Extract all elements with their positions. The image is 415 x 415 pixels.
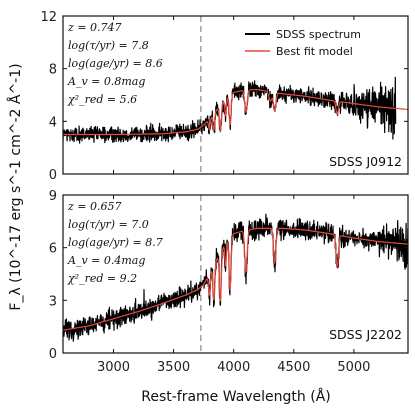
x-axis-title: Rest-frame Wavelength (Å) <box>141 388 331 405</box>
panel-top: 0 4 8 12 z = 0.747 log(τ/yr) = 7.8 log(age/… <box>40 10 409 183</box>
y-axis-title: F_λ (10^-17 erg s^-1 cm^-2 Å^-1) <box>7 63 24 310</box>
panel-bottom-y-tick-label: 9 <box>49 189 57 204</box>
panel-top-ann-0: z = 0.747 <box>67 21 122 34</box>
panel-top-ann-1: log(τ/yr) = 7.8 <box>68 39 149 52</box>
panel-bottom-ann-3: A_v = 0.4mag <box>67 254 145 267</box>
panel-top-frame <box>62 15 409 175</box>
panel-top-ticks <box>112 16 355 174</box>
panel-bottom: 0 3 6 9 3000 3500 4000 4500 5000 z = 0.657 log(… <box>49 189 409 375</box>
panel-bottom-frame <box>62 194 409 354</box>
panel-top-object-label: SDSS J0912 <box>329 154 402 169</box>
panel-top-ann-4: χ²_red = 5.6 <box>67 93 137 106</box>
x-tick-label: 5000 <box>337 360 370 375</box>
panel-top-model-spectrum <box>63 89 408 136</box>
panel-bottom-y-tick-label: 6 <box>49 242 57 257</box>
panel-bottom-annotations: z = 0.657 log(τ/yr) = 7.0 log(age/yr) = … <box>67 200 163 285</box>
panel-top-y-ticks: 0 4 8 12 <box>40 10 408 183</box>
panel-bottom-ann-1: log(τ/yr) = 7.0 <box>68 218 149 231</box>
legend: SDSS spectrum Best fit model <box>245 28 361 58</box>
panel-bottom-ann-0: z = 0.657 <box>67 200 122 213</box>
panel-bottom-ann-4: χ²_red = 9.2 <box>67 272 137 285</box>
x-tick-label: 3000 <box>97 360 130 375</box>
panel-top-ann-3: A_v = 0.8mag <box>67 75 145 88</box>
panel-bottom-y-tick-label: 0 <box>49 347 57 362</box>
panel-bottom-ann-2: log(age/yr) = 8.7 <box>68 236 163 249</box>
panel-bottom-object-label: SDSS J2202 <box>329 327 402 342</box>
panel-top-y-tick-label: 8 <box>49 63 57 78</box>
x-tick-labels: 3000 3500 4000 4500 5000 <box>97 360 371 375</box>
x-tick-label: 4500 <box>277 360 310 375</box>
panel-top-y-tick-label: 0 <box>49 168 57 183</box>
x-tick-label: 3500 <box>157 360 190 375</box>
legend-label-model: Best fit model <box>276 45 353 58</box>
panel-top-ann-2: log(age/yr) = 8.6 <box>68 57 163 70</box>
panel-top-annotations: z = 0.747 log(τ/yr) = 7.8 log(age/yr) = … <box>67 21 163 106</box>
panel-top-y-tick-label: 4 <box>49 115 57 130</box>
panel-bottom-y-ticks: 0 3 6 9 <box>49 189 408 362</box>
y-axis-title-text: F_λ (10^-17 erg s^-1 cm^-2 Å^-1) <box>7 63 24 310</box>
panel-top-y-tick-label: 12 <box>40 10 57 25</box>
panel-bottom-ticks <box>112 195 355 353</box>
x-tick-label: 4000 <box>217 360 250 375</box>
legend-label-observed: SDSS spectrum <box>276 28 361 41</box>
panel-bottom-model-spectrum <box>63 227 408 331</box>
panel-bottom-y-tick-label: 3 <box>49 294 57 309</box>
